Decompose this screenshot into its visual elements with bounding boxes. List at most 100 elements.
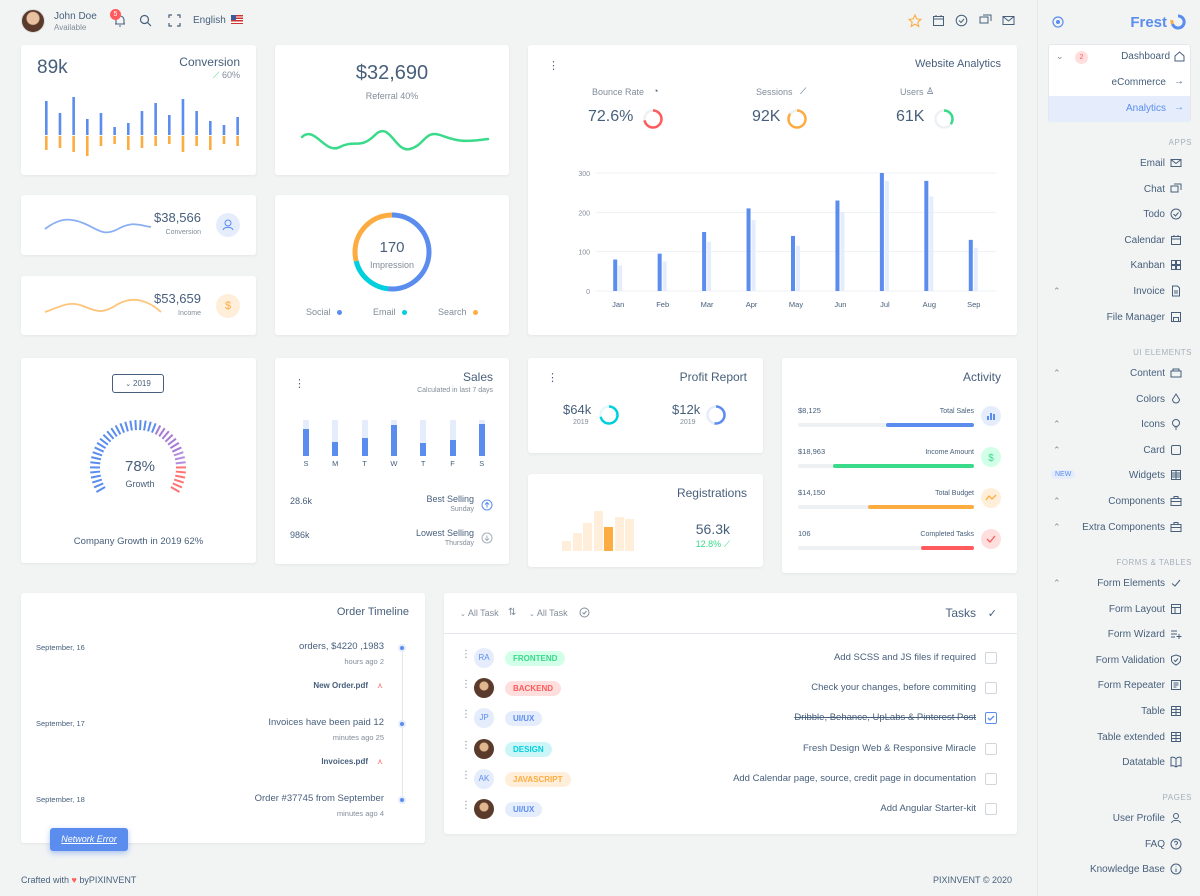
task-row[interactable]: ⋮ JP UI/UX Dribble, Behance, UpLabs & Pinte… xyxy=(444,703,1017,733)
check-circle-icon[interactable] xyxy=(579,607,590,618)
svg-text:$: $ xyxy=(988,453,994,464)
drag-handle-icon[interactable]: ⋮ xyxy=(461,739,471,751)
sidebar-item-calendar[interactable]: Calendar xyxy=(1037,228,1200,254)
sidebar-item-colors[interactable]: Colors xyxy=(1037,387,1200,413)
mail-icon xyxy=(1170,157,1184,171)
sidebar-item-form-repeater[interactable]: Form Repeater xyxy=(1037,673,1200,699)
lowest-selling-sub: Thursday xyxy=(444,540,474,547)
x-tick-label: Jun xyxy=(834,300,846,309)
sidebar-item-components[interactable]: ⌃ Components xyxy=(1037,489,1200,515)
sidebar-item-ecommerce[interactable]: eCommerce → xyxy=(1049,71,1190,95)
task-row[interactable]: ⋮ RA FRONTEND Add SCSS and JS files if requ… xyxy=(444,643,1017,673)
task-checkbox[interactable] xyxy=(985,742,997,755)
sidebar-item-kanban[interactable]: Kanban xyxy=(1037,253,1200,279)
task-avatar: RA xyxy=(474,648,494,668)
dollar-icon: $ xyxy=(216,294,240,318)
registration-bar xyxy=(625,519,634,551)
conversion-wave-chart xyxy=(44,218,152,234)
profit-b-ring xyxy=(706,405,726,425)
drag-handle-icon[interactable]: ⋮ xyxy=(461,649,471,660)
sidebar-item-extra-components[interactable]: ⌃ Extra Components xyxy=(1037,515,1200,541)
sidebar-item-table-extended[interactable]: Table extended xyxy=(1037,725,1200,751)
mail-icon[interactable] xyxy=(1002,14,1015,27)
sidebar-item-datatable[interactable]: Datatable xyxy=(1037,750,1200,776)
sidebar-item-email[interactable]: Email xyxy=(1037,151,1200,177)
sidebar-item-form-layout[interactable]: Form Layout xyxy=(1037,597,1200,623)
sidebar-item-faq[interactable]: FAQ xyxy=(1037,832,1200,858)
activity-progress-fill xyxy=(886,423,974,427)
drag-handle-icon[interactable]: ⋮ xyxy=(461,800,471,811)
sidebar-item-card[interactable]: ⌃ Card xyxy=(1037,438,1200,464)
network-error-toast[interactable]: Network Error xyxy=(50,828,128,851)
sidebar-item-dashboard[interactable]: ⌄ 2 Dashboard xyxy=(1049,45,1190,69)
sidebar-item-icons[interactable]: ⌃ Icons xyxy=(1037,412,1200,438)
language-selector[interactable]: English xyxy=(193,15,226,26)
conversion-bar-up xyxy=(236,117,239,135)
task-filter-1[interactable]: ⌄ All Task xyxy=(460,608,499,618)
sidebar-toggle-icon[interactable] xyxy=(1052,16,1064,28)
calendar-icon[interactable] xyxy=(932,14,945,27)
sidebar-item-invoice[interactable]: ⌃ Invoice xyxy=(1037,279,1200,305)
task-row[interactable]: ⋮ BACKEND Check your changes, before commi… xyxy=(444,673,1017,703)
sort-icon[interactable]: ⇅ xyxy=(508,607,517,618)
chevron-up-icon: ⌃ xyxy=(1053,521,1061,532)
drag-handle-icon[interactable]: ⋮ xyxy=(461,709,471,721)
task-row[interactable]: ⋮ UI/UX Add Angular Starter-kit xyxy=(444,794,1017,824)
registrations-value: 56.3k xyxy=(695,521,730,537)
sidebar-item-knowledge-base[interactable]: Knowledge Base xyxy=(1037,857,1200,883)
task-row[interactable]: ⋮ AK JAVASCRIPT Add Calendar page, source, … xyxy=(444,764,1017,794)
registration-bar xyxy=(572,533,582,551)
income-label: Income xyxy=(178,310,201,317)
conversion-bar-up xyxy=(127,123,130,135)
sidebar-group-dashboard: ⌄ 2 Dashboard eCommerce → Analytics → xyxy=(1048,44,1191,122)
search-icon[interactable] xyxy=(139,14,152,27)
task-checkbox[interactable] xyxy=(985,772,997,785)
more-vertical-icon[interactable]: ⋮ xyxy=(294,378,305,390)
sidebar-item-widgets[interactable]: NEW Widgets xyxy=(1037,463,1200,489)
drag-handle-icon[interactable]: ⋮ xyxy=(461,769,471,781)
timeline-file[interactable]: New Order.pdf xyxy=(313,681,368,690)
sidebar-item-chat[interactable]: Chat xyxy=(1037,177,1200,203)
fullscreen-icon[interactable] xyxy=(168,14,181,27)
year-select[interactable]: ⌄ 2019 xyxy=(112,374,164,393)
legend-label: Email xyxy=(373,307,396,317)
drag-handle-icon[interactable]: ⋮ xyxy=(461,679,471,691)
sales-day-label: T xyxy=(420,459,426,468)
task-checkbox[interactable] xyxy=(985,803,997,815)
task-filter-label: All Task xyxy=(536,608,568,618)
sidebar-item-content[interactable]: ⌃ Content xyxy=(1037,361,1200,387)
task-row[interactable]: ⋮ DESIGN Fresh Design Web & Responsive Mir… xyxy=(444,734,1017,764)
registrations-pct: 12.8% ⟋ xyxy=(696,539,730,550)
sales-bar xyxy=(332,441,339,456)
sidebar-item-table[interactable]: Table xyxy=(1037,699,1200,725)
sidebar-item-user-profile[interactable]: User Profile xyxy=(1037,806,1200,832)
more-vertical-icon[interactable]: ⋮ xyxy=(547,372,558,384)
user-name[interactable]: John Doe xyxy=(54,11,97,22)
calendar-icon xyxy=(1170,234,1184,248)
avatar[interactable] xyxy=(21,9,45,33)
stat-icon: ♙ xyxy=(926,86,935,96)
timeline-file[interactable]: Invoices.pdf xyxy=(321,757,368,766)
chevron-up-icon: ⌃ xyxy=(1053,444,1061,455)
task-checkbox[interactable] xyxy=(985,652,997,664)
brand-name[interactable]: Frest xyxy=(1130,14,1167,31)
task-checkbox[interactable] xyxy=(985,682,997,695)
sidebar-item-file-manager[interactable]: File Manager xyxy=(1037,305,1200,331)
task-filter-2[interactable]: ⌄ All Task xyxy=(529,608,568,618)
sidebar-item-analytics[interactable]: Analytics → xyxy=(1049,96,1190,122)
more-vertical-icon[interactable]: ⋮ xyxy=(548,60,559,72)
star-icon[interactable] xyxy=(908,14,922,28)
analytics-bar-chart: 0 100 200 300 Jan Feb Mar Apr May Jun Jul Aug Sep xyxy=(578,171,996,309)
sidebar-item-form-elements[interactable]: ⌃ Form Elements xyxy=(1037,571,1200,597)
sidebar-item-form-wizard[interactable]: Form Wizard xyxy=(1037,622,1200,648)
activity-value: $18,963 xyxy=(798,447,826,456)
stat-icon: ⟋ xyxy=(800,86,807,96)
sidebar-item-form-validation[interactable]: Form Validation xyxy=(1037,648,1200,674)
sidebar-item-label: Invoice xyxy=(1133,286,1165,297)
sidebar-item-todo[interactable]: Todo xyxy=(1037,202,1200,228)
list-plus-icon xyxy=(1170,628,1184,642)
task-checkbox[interactable] xyxy=(985,712,997,725)
check-circle-icon[interactable] xyxy=(955,14,968,27)
bar-series-2 xyxy=(707,241,712,291)
chat-icon[interactable] xyxy=(979,14,992,27)
